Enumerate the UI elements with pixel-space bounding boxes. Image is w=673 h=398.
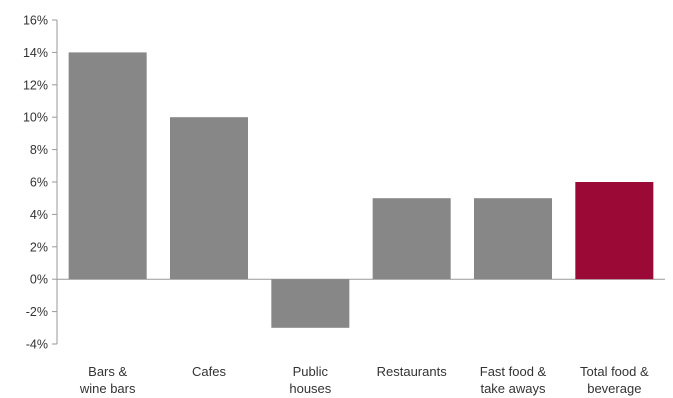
y-tick-label: 16% xyxy=(23,14,48,28)
y-tick-label: -4% xyxy=(26,338,48,352)
x-axis-labels: Bars & wine bars Cafes Public houses Restaura… xyxy=(79,364,649,396)
bar-4 xyxy=(473,198,553,280)
bar-5 xyxy=(575,182,654,280)
x-category-label: Cafes xyxy=(192,364,226,379)
bar-3 xyxy=(372,198,451,280)
y-tick-label: 14% xyxy=(23,46,48,60)
x-category-label: Bars & wine bars xyxy=(79,364,136,396)
y-tick-label: 10% xyxy=(23,111,48,125)
bar-2 xyxy=(271,279,350,328)
y-tick-label: 0% xyxy=(30,273,48,287)
x-category-label: Restaurants xyxy=(377,364,448,379)
bar-1 xyxy=(169,117,249,280)
x-category-label: Total food & beverage xyxy=(580,364,649,396)
y-tick-label: 6% xyxy=(30,176,48,190)
bars xyxy=(68,52,654,328)
y-axis: -4% -2% 0% 2% 4% 6% 8% 10% 12% 14% 16% xyxy=(23,14,665,352)
y-tick-label: -2% xyxy=(26,305,48,319)
bar-0 xyxy=(68,52,147,280)
x-category-label: Fast food & take aways xyxy=(480,364,547,396)
y-tick-label: 4% xyxy=(30,208,48,222)
y-tick-label: 8% xyxy=(30,143,48,157)
y-tick-label: 12% xyxy=(23,78,48,92)
x-category-label: Public houses xyxy=(289,364,331,396)
y-tick-label: 2% xyxy=(30,240,48,254)
